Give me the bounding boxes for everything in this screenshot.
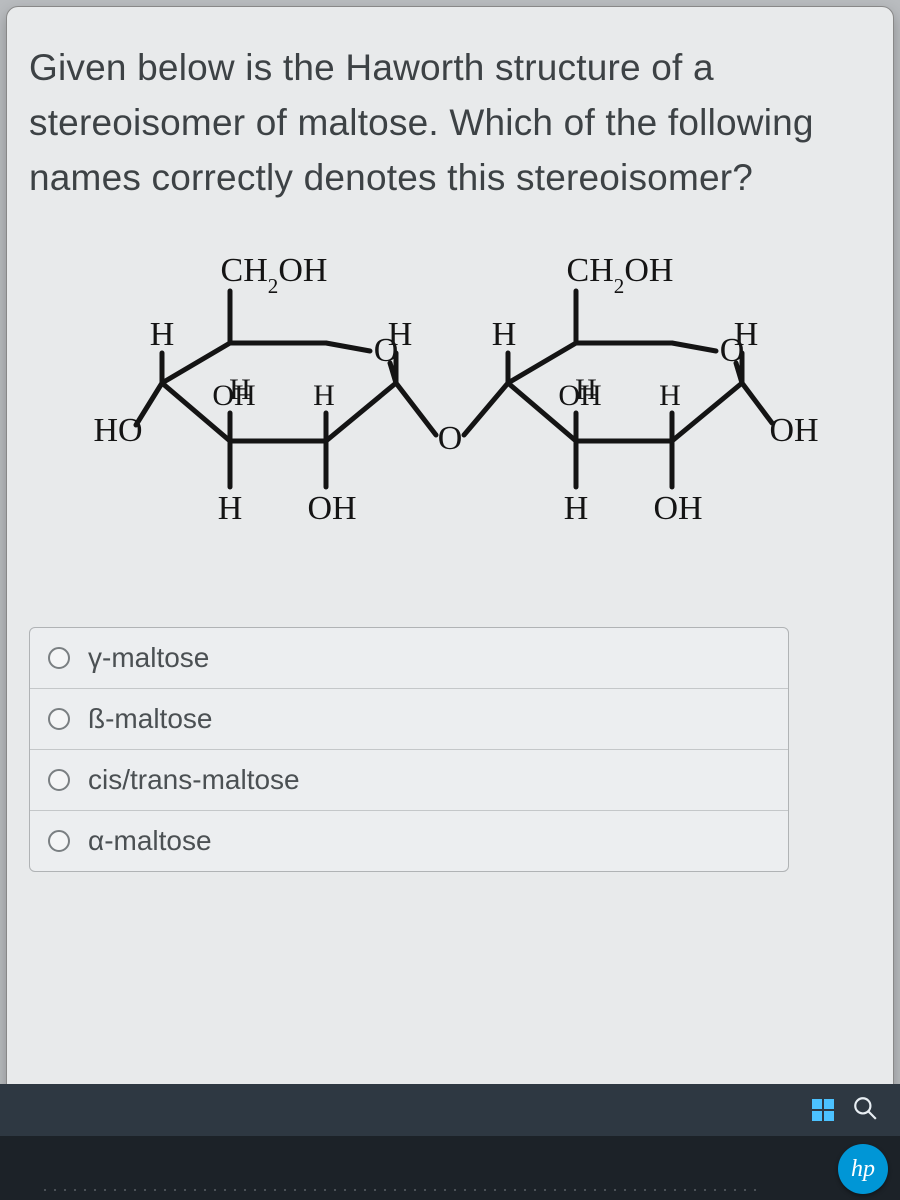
answer-options: γ-maltose ß-maltose cis/trans-maltose α-… [29,627,789,872]
svg-text:H: H [388,316,413,353]
svg-text:CH2OH: CH2OH [221,252,328,298]
quiz-screen: Given below is the Haworth structure of … [6,6,894,1126]
option-label: α-maltose [88,825,212,857]
svg-text:OH: OH [653,490,702,527]
radio-icon [48,647,70,669]
option-gamma[interactable]: γ-maltose [30,628,788,689]
search-icon[interactable] [852,1095,878,1126]
diagram-svg: O O HHOCH2OHHOHHHOHHOHCH2OHHOHHHOHHOH [29,235,871,605]
desk-edge: hp [0,1136,900,1200]
radio-icon [48,769,70,791]
svg-text:H: H [734,316,759,353]
svg-text:OH: OH [769,412,818,449]
svg-text:H: H [150,316,175,353]
svg-text:H: H [564,490,589,527]
svg-text:H: H [492,316,517,353]
option-label: cis/trans-maltose [88,764,300,796]
svg-text:OH: OH [307,490,356,527]
svg-text:HO: HO [93,412,142,449]
svg-text:H: H [218,490,243,527]
haworth-diagram: O O HHOCH2OHHOHHHOHHOHCH2OHHOHHHOHHOH [29,235,871,605]
svg-text:H: H [659,379,681,412]
svg-text:CH2OH: CH2OH [567,252,674,298]
option-label: γ-maltose [88,642,209,674]
taskbar [0,1084,900,1136]
radio-icon [48,830,70,852]
keyboard-dots [40,1186,760,1194]
option-cistrans[interactable]: cis/trans-maltose [30,750,788,811]
svg-text:O: O [438,420,463,457]
svg-text:H: H [313,379,335,412]
svg-text:OH: OH [558,379,601,412]
svg-text:OH: OH [212,379,255,412]
radio-icon [48,708,70,730]
option-beta[interactable]: ß-maltose [30,689,788,750]
option-label: ß-maltose [88,703,212,735]
question-text: Given below is the Haworth structure of … [29,41,871,205]
hp-logo-icon: hp [838,1144,888,1194]
windows-start-icon[interactable] [812,1099,834,1121]
option-alpha[interactable]: α-maltose [30,811,788,871]
